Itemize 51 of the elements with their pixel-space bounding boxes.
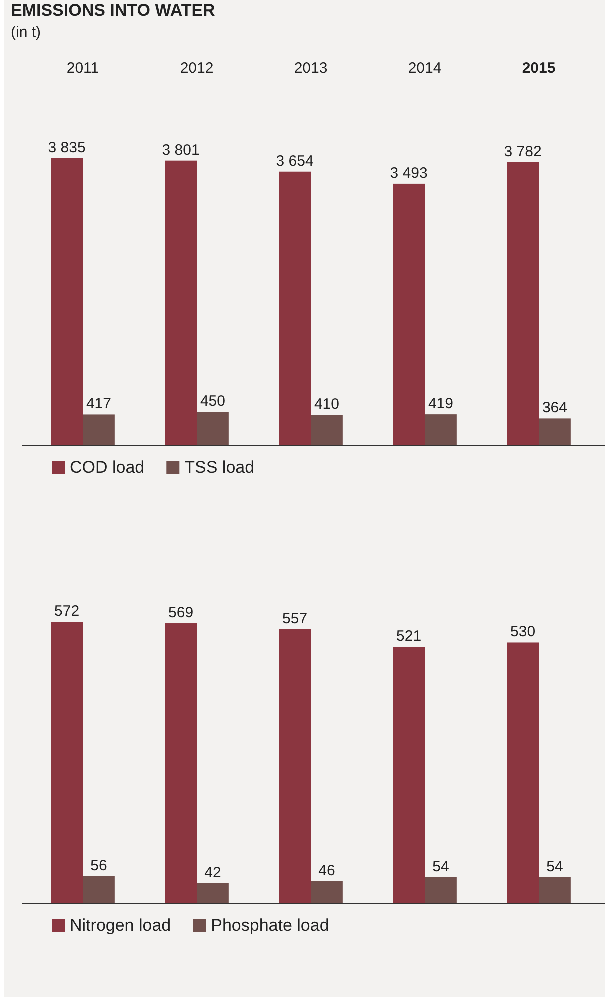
data-label: 450 xyxy=(200,393,226,410)
bar xyxy=(83,414,115,446)
data-label: 54 xyxy=(432,858,450,876)
bar xyxy=(507,162,539,446)
x-tick-label: 2014 xyxy=(408,60,442,77)
chart-subtitle: (in t) xyxy=(11,24,42,41)
legend-label: COD load xyxy=(70,458,145,477)
data-label: 3 493 xyxy=(390,164,428,182)
bar xyxy=(507,642,539,904)
bar xyxy=(165,624,197,904)
data-label: 3 801 xyxy=(162,142,200,159)
x-tick-label: 2011 xyxy=(66,60,100,77)
data-label: 569 xyxy=(168,604,194,622)
data-label: 417 xyxy=(86,396,112,413)
legend-label: Nitrogen load xyxy=(70,916,172,935)
legend-label: TSS load xyxy=(184,458,255,477)
x-tick-label: 2013 xyxy=(294,60,328,77)
data-label: 46 xyxy=(318,862,336,880)
bar xyxy=(51,622,83,904)
bar xyxy=(539,877,571,904)
bar xyxy=(311,415,343,446)
bar xyxy=(539,418,571,446)
bar xyxy=(393,184,425,446)
bar xyxy=(197,412,229,446)
bar xyxy=(279,172,311,446)
data-label: 572 xyxy=(54,603,80,620)
chart-title: EMISSIONS INTO WATER xyxy=(11,1,216,20)
bar xyxy=(165,160,197,446)
data-label: 3 782 xyxy=(504,143,542,160)
bar xyxy=(311,881,343,904)
bar xyxy=(279,629,311,904)
bar xyxy=(197,883,229,904)
bar xyxy=(51,158,83,446)
bar xyxy=(425,877,457,904)
bar xyxy=(425,414,457,446)
legend-label: Phosphate load xyxy=(211,916,330,935)
data-label: 410 xyxy=(314,396,340,414)
data-label: 364 xyxy=(542,400,568,417)
data-label: 3 654 xyxy=(276,152,314,170)
data-label: 419 xyxy=(428,396,454,413)
data-label: 3 835 xyxy=(48,139,86,156)
bar xyxy=(83,876,115,904)
data-label: 56 xyxy=(90,857,108,874)
bar xyxy=(393,647,425,904)
data-label: 521 xyxy=(396,628,422,646)
x-tick-label: 2015 xyxy=(522,60,556,77)
data-label: 530 xyxy=(510,624,536,641)
data-label: 54 xyxy=(546,858,564,876)
x-tick-label: 2012 xyxy=(180,60,214,77)
data-label: 557 xyxy=(282,610,308,628)
data-label: 42 xyxy=(204,864,222,882)
